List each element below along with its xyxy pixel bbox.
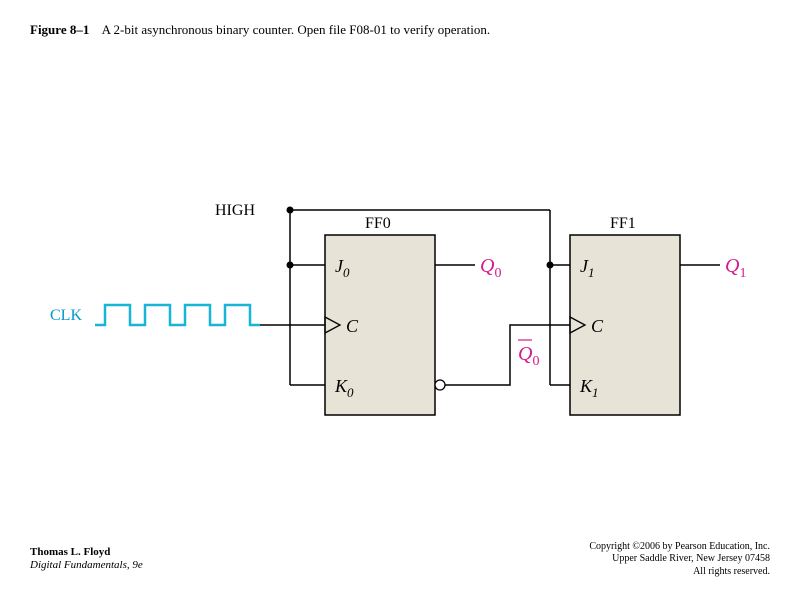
copyright-line-2: Upper Saddle River, New Jersey 07458: [589, 553, 770, 566]
clk-label: CLK: [50, 307, 82, 324]
copyright-line-1: Copyright ©2006 by Pearson Education, In…: [589, 541, 770, 554]
footer-right: Copyright ©2006 by Pearson Education, In…: [589, 541, 770, 579]
circuit-diagram: HIGH CLK FF0 FF1 J0 C K0 J1 C K1 Q0 Q0 Q…: [0, 0, 800, 600]
c0-label: C: [346, 316, 359, 336]
ff0-qbar-bubble: [435, 380, 445, 390]
footer-left: Thomas L. Floyd Digital Fundamentals, 9e: [30, 546, 143, 572]
book-title: Digital Fundamentals, 9e: [30, 559, 143, 572]
node: [287, 207, 294, 214]
node: [547, 262, 554, 269]
ff1-title: FF1: [610, 215, 636, 232]
q1-label: Q1: [725, 255, 746, 281]
q0-label: Q0: [480, 255, 501, 281]
qbar0-label: Q0: [518, 343, 539, 369]
ff0-title: FF0: [365, 215, 391, 232]
node: [287, 262, 294, 269]
high-label: HIGH: [215, 202, 255, 219]
c1-label: C: [591, 316, 604, 336]
copyright-line-3: All rights reserved.: [589, 566, 770, 579]
author: Thomas L. Floyd: [30, 546, 143, 559]
wire: [445, 325, 570, 385]
clk-waveform: [95, 305, 260, 325]
